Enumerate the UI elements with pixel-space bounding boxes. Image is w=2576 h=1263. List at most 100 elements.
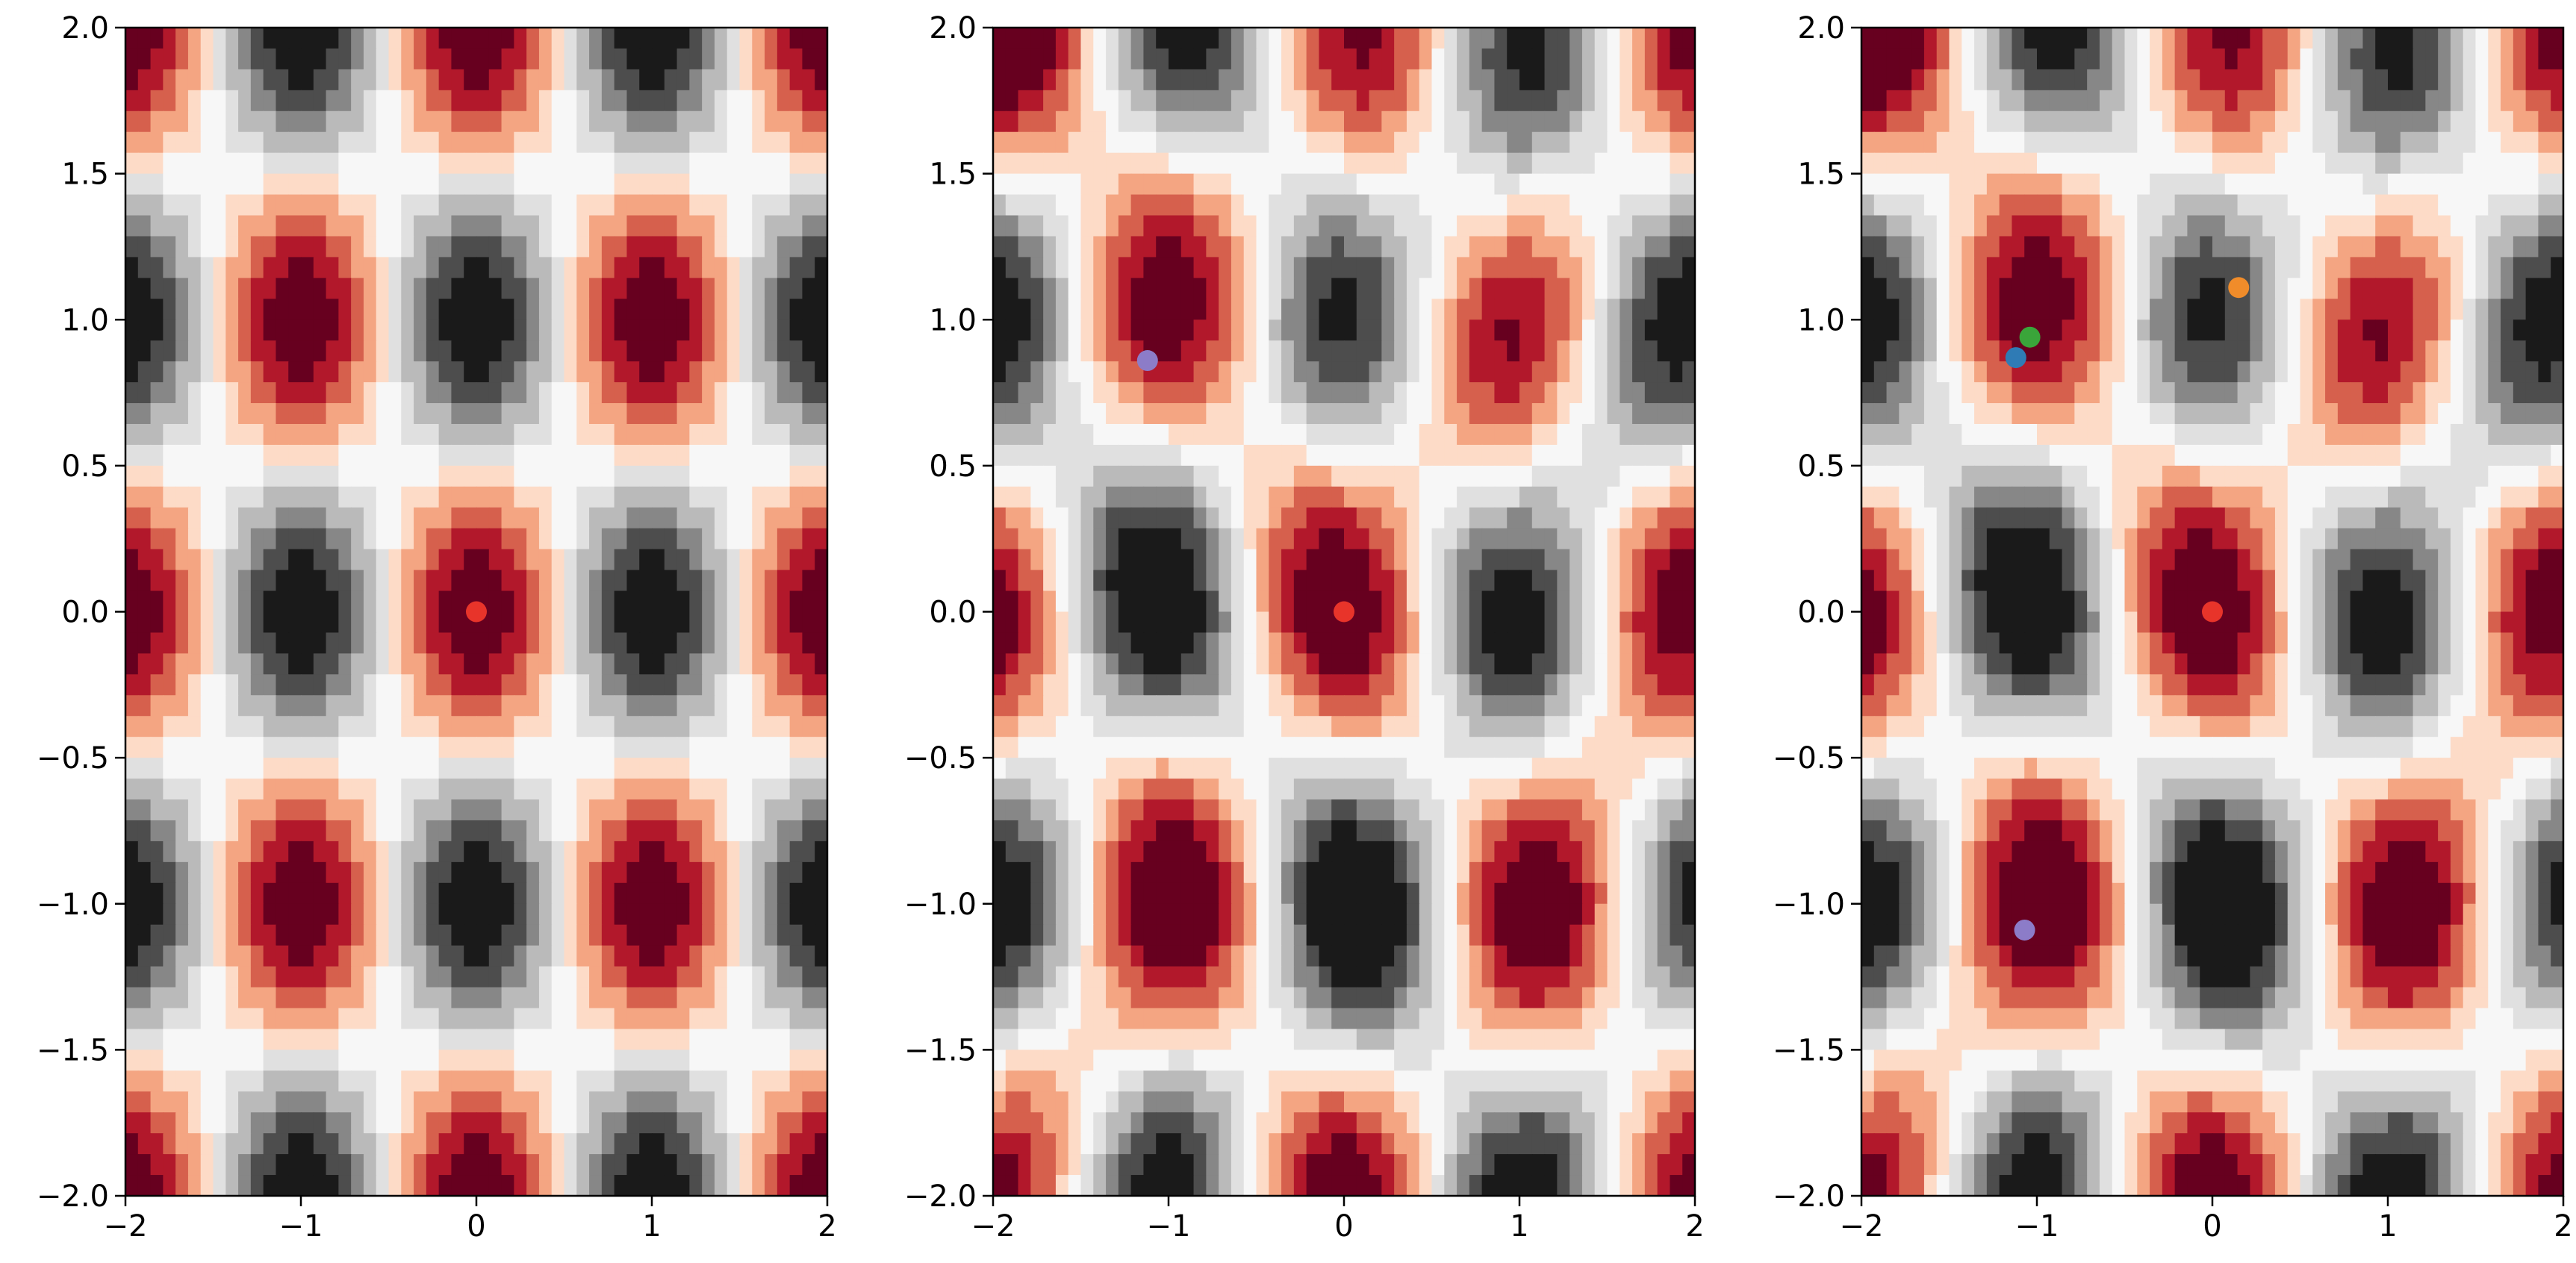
contour-cell xyxy=(1670,465,1684,487)
contour-cell xyxy=(1469,340,1483,362)
contour-cell xyxy=(538,1175,553,1196)
contour-cell xyxy=(1620,674,1633,696)
contour-cell xyxy=(1682,69,1695,91)
contour-cell xyxy=(363,945,377,967)
contour-cell xyxy=(501,1050,515,1072)
contour-cell xyxy=(488,278,503,300)
contour-cell xyxy=(765,1008,778,1030)
contour-cell xyxy=(993,528,1007,550)
contour-cell xyxy=(538,90,553,112)
contour-cell xyxy=(438,48,452,70)
contour-cell xyxy=(802,1008,816,1030)
contour-cell xyxy=(1356,110,1370,133)
contour-cell xyxy=(1319,90,1333,112)
contour-cell xyxy=(739,28,753,49)
contour-cell xyxy=(1043,28,1057,49)
contour-cell xyxy=(414,799,427,821)
contour-cell xyxy=(714,632,728,655)
contour-cell xyxy=(589,882,603,905)
contour-cell xyxy=(175,28,189,49)
contour-cell xyxy=(551,820,565,842)
contour-cell xyxy=(175,737,189,758)
contour-cell xyxy=(1356,90,1370,112)
contour-cell xyxy=(501,820,515,842)
contour-cell xyxy=(1419,528,1433,550)
contour-cell xyxy=(727,257,741,279)
contour-cell xyxy=(1519,444,1533,467)
contour-cell xyxy=(263,1091,277,1114)
contour-cell xyxy=(526,1091,540,1114)
contour-cell xyxy=(551,1133,565,1155)
contour-cell xyxy=(1206,110,1219,133)
contour-cell xyxy=(576,1154,590,1176)
contour-cell xyxy=(276,361,290,383)
contour-cell xyxy=(225,69,239,91)
contour-cell xyxy=(401,1008,414,1030)
contour-cell xyxy=(689,1091,703,1114)
contour-cell xyxy=(676,841,691,863)
contour-cell xyxy=(1018,382,1032,404)
contour-cell xyxy=(488,695,503,717)
contour-cell xyxy=(1594,340,1608,362)
contour-cell xyxy=(1394,403,1407,425)
contour-cell xyxy=(351,444,364,467)
contour-cell xyxy=(175,841,189,863)
contour-cell xyxy=(1419,28,1433,49)
contour-cell xyxy=(488,423,503,446)
contour-cell xyxy=(488,194,503,216)
contour-cell xyxy=(263,444,277,467)
contour-cell xyxy=(137,215,152,237)
contour-cell xyxy=(438,382,452,404)
contour-cell xyxy=(313,236,327,258)
contour-cell xyxy=(388,465,402,487)
contour-cell xyxy=(150,110,164,133)
contour-cell xyxy=(238,966,252,988)
contour-cell xyxy=(1080,653,1095,676)
marker-point-1 xyxy=(466,601,487,623)
contour-cell xyxy=(1670,674,1684,696)
contour-cell xyxy=(576,861,590,884)
contour-cell xyxy=(200,758,214,779)
contour-cell xyxy=(187,236,202,258)
contour-cell xyxy=(702,861,715,884)
contour-cell xyxy=(1531,423,1546,446)
contour-cell xyxy=(1256,444,1270,467)
contour-cell xyxy=(250,820,264,842)
contour-cell xyxy=(125,966,139,988)
contour-cell xyxy=(200,465,214,487)
contour-cell xyxy=(1005,444,1019,467)
contour-cell xyxy=(815,549,827,571)
contour-cell xyxy=(614,173,628,196)
contour-cell xyxy=(125,28,139,49)
contour-cell xyxy=(1369,340,1383,362)
contour-cell xyxy=(1281,486,1295,508)
contour-cell xyxy=(777,90,791,112)
contour-cell xyxy=(488,653,503,676)
contour-cell xyxy=(576,1175,590,1196)
contour-cell xyxy=(326,1050,340,1072)
contour-cell xyxy=(689,69,703,91)
contour-cell xyxy=(689,131,703,154)
contour-cell xyxy=(765,1029,778,1051)
contour-cell xyxy=(1281,215,1295,237)
contour-cell xyxy=(401,173,414,196)
contour-cell xyxy=(388,1008,402,1030)
contour-cell xyxy=(263,820,277,842)
contour-cell xyxy=(676,1154,691,1176)
contour-cell xyxy=(351,340,364,362)
contour-cell xyxy=(1620,549,1633,571)
contour-cell xyxy=(1156,674,1169,696)
contour-cell xyxy=(263,632,277,655)
contour-cell xyxy=(551,194,565,216)
contour-cell xyxy=(1281,340,1295,362)
contour-cell xyxy=(1256,507,1270,529)
contour-cell xyxy=(1381,131,1395,154)
contour-cell xyxy=(1331,444,1345,467)
contour-cell xyxy=(388,861,402,884)
contour-cell xyxy=(1344,28,1357,49)
contour-cell xyxy=(664,570,678,592)
contour-cell xyxy=(1043,674,1057,696)
contour-cell xyxy=(488,528,503,550)
contour-cell xyxy=(664,236,678,258)
contour-cell xyxy=(777,152,791,175)
